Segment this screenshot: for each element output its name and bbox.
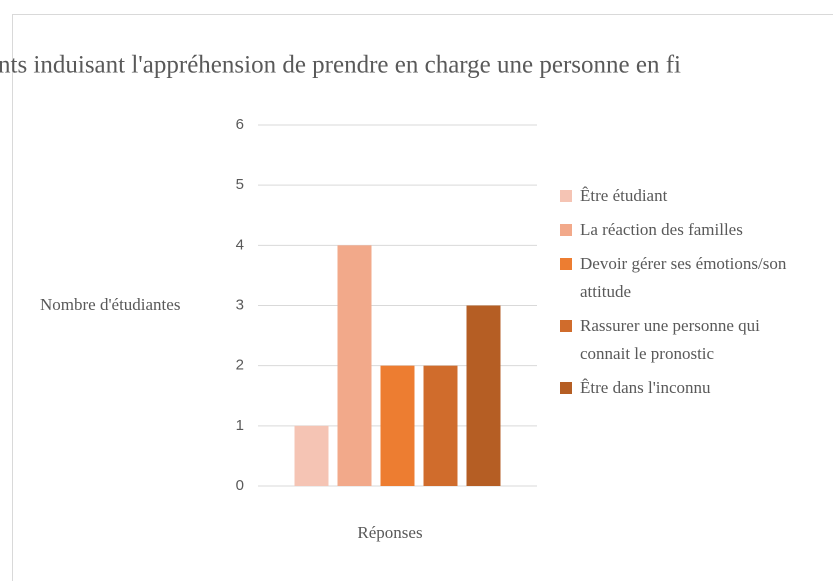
legend-swatch (560, 382, 572, 394)
legend-swatch (560, 320, 572, 332)
y-tick-label: 2 (236, 357, 244, 374)
legend-item: La réaction des familles (560, 216, 810, 244)
legend-label: Devoir gérer ses émotions/son attitude (580, 254, 787, 301)
bar (423, 365, 458, 486)
legend-label: Être étudiant (580, 186, 668, 205)
legend-label: Rassurer une personne qui connait le pro… (580, 316, 760, 363)
y-tick-label: 6 (236, 116, 244, 133)
bar (337, 245, 372, 486)
y-tick-label: 3 (236, 296, 244, 313)
bar (380, 365, 415, 486)
legend-swatch (560, 190, 572, 202)
legend-item: Rassurer une personne qui connait le pro… (560, 312, 810, 368)
y-tick-label: 5 (236, 176, 244, 193)
legend: Être étudiant La réaction des familles Dev… (560, 182, 810, 408)
x-axis-label: Réponses (357, 523, 422, 542)
legend-item: Être étudiant (560, 182, 810, 210)
chart-border (12, 14, 833, 581)
legend-label: La réaction des familles (580, 220, 743, 239)
legend-swatch (560, 258, 572, 270)
legend-item: Être dans l'inconnu (560, 374, 810, 402)
legend-swatch (560, 224, 572, 236)
bar (466, 305, 501, 486)
legend-item: Devoir gérer ses émotions/son attitude (560, 250, 810, 306)
y-tick-label: 0 (236, 477, 244, 494)
chart-title: nts induisant l'appréhension de prendre … (0, 52, 681, 79)
y-tick-label: 4 (236, 236, 244, 253)
bar (294, 425, 329, 486)
y-tick-label: 1 (236, 417, 244, 434)
legend-label: Être dans l'inconnu (580, 378, 711, 397)
y-axis-label: Nombre d'étudiantes (40, 295, 180, 314)
